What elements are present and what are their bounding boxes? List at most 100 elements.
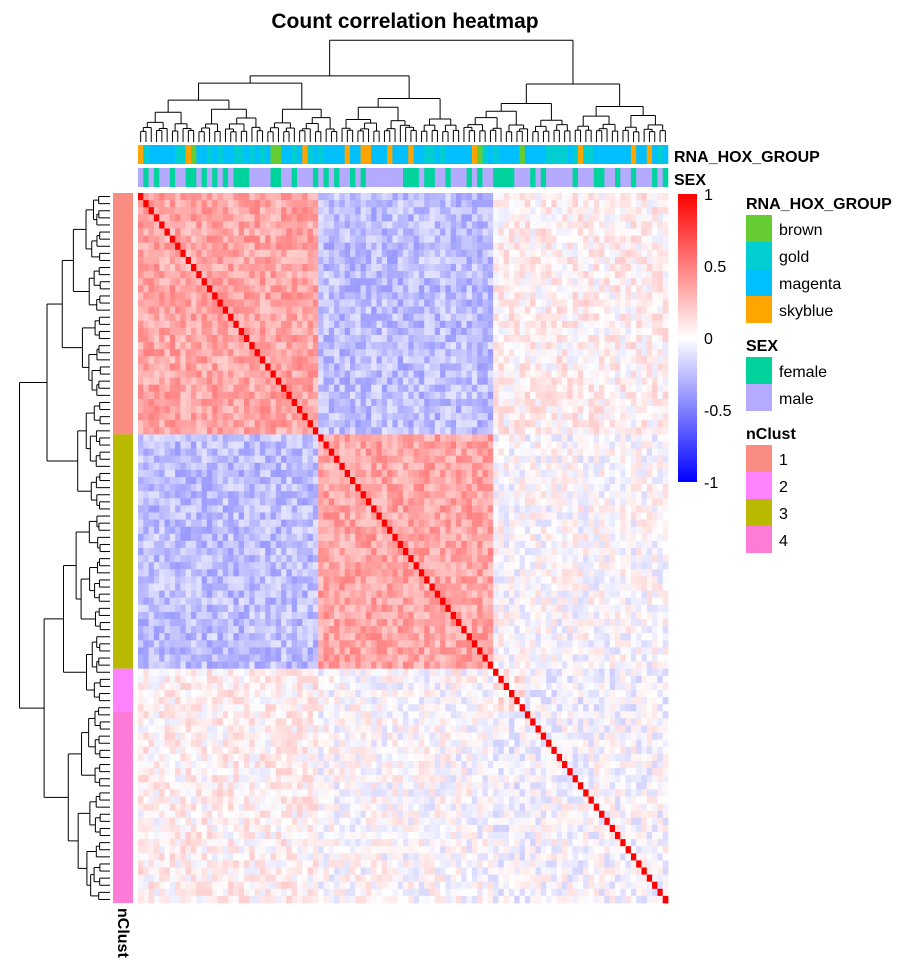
heatmap-cell: [445, 278, 452, 286]
heatmap-cell: [615, 484, 621, 492]
heatmap-cell: [323, 427, 330, 435]
heatmap-cell: [652, 420, 658, 428]
heatmap-cell: [519, 271, 526, 279]
heatmap-cell: [477, 299, 483, 307]
heatmap-cell: [461, 228, 467, 236]
heatmap-cell: [355, 427, 361, 435]
heatmap-cell: [657, 264, 664, 272]
heatmap-cell: [514, 242, 520, 251]
heatmap-cell: [365, 363, 372, 371]
heatmap-cell: [599, 434, 605, 442]
heatmap-cell: [206, 491, 213, 499]
heatmap-cell: [662, 377, 669, 386]
heatmap-cell: [524, 505, 531, 513]
heatmap-cell: [662, 363, 669, 371]
heatmap-cell: [546, 256, 552, 265]
heatmap-cell: [365, 491, 372, 499]
heatmap-cell: [318, 484, 324, 492]
heatmap-cell: [307, 491, 314, 499]
heatmap-cell: [434, 235, 441, 244]
heatmap-cell: [328, 342, 335, 350]
heatmap-cell: [509, 228, 515, 236]
heatmap-cell: [143, 356, 149, 364]
heatmap-cell: [164, 406, 171, 414]
heatmap-cell: [450, 306, 457, 315]
heatmap-cell: [487, 370, 494, 378]
heatmap-cell: [588, 391, 595, 400]
heatmap-cell: [302, 398, 308, 407]
heatmap-cell: [593, 221, 600, 229]
heatmap-cell: [493, 363, 499, 371]
heatmap-cell: [413, 448, 420, 457]
heatmap-cell: [546, 413, 552, 421]
heatmap-cell: [159, 469, 165, 478]
heatmap-cell: [350, 398, 356, 407]
heatmap-cell: [535, 342, 542, 350]
heatmap-cell: [365, 477, 372, 485]
heatmap-cell: [604, 264, 611, 272]
heatmap-cell: [212, 356, 218, 364]
heatmap-cell: [530, 242, 536, 251]
heatmap-cell: [344, 200, 351, 208]
heatmap-cell: [175, 221, 181, 229]
heatmap-cell: [275, 264, 282, 272]
heatmap-cell: [387, 278, 393, 286]
heatmap-cell: [286, 462, 293, 471]
heatmap-cell: [577, 533, 584, 542]
heatmap-cell: [196, 207, 202, 215]
heatmap-cell: [519, 285, 526, 293]
heatmap-cell: [180, 327, 187, 336]
heatmap-cell: [567, 448, 573, 457]
heatmap-cell: [535, 462, 542, 471]
heatmap-cell: [471, 512, 478, 520]
heatmap-cell: [360, 533, 367, 542]
heatmap-cell: [397, 384, 404, 393]
heatmap-cell: [530, 526, 536, 535]
heatmap-cell: [413, 306, 420, 315]
heatmap-cell: [609, 406, 616, 414]
heatmap-cell: [514, 271, 520, 279]
heatmap-cell: [535, 292, 542, 300]
heatmap-cell: [185, 377, 192, 386]
heatmap-cell: [159, 505, 165, 513]
heatmap-cell: [222, 327, 229, 336]
heatmap-cell: [514, 469, 520, 478]
heatmap-cell: [620, 469, 626, 478]
heatmap-cell: [169, 505, 176, 513]
heatmap-cell: [233, 207, 240, 215]
heatmap-cell: [323, 320, 330, 329]
heatmap-cell: [646, 207, 653, 215]
heatmap-cell: [636, 512, 642, 520]
heatmap-cell: [233, 271, 240, 279]
heatmap-cell: [206, 377, 213, 386]
heatmap-cell: [328, 498, 335, 506]
heatmap-cell: [572, 540, 579, 549]
heatmap-cell: [535, 207, 542, 215]
heatmap-cell: [466, 228, 473, 236]
heatmap-cell: [424, 477, 430, 485]
heatmap-cell: [662, 349, 669, 357]
heatmap-cell: [217, 398, 224, 407]
heatmap-cell: [212, 327, 218, 336]
heatmap-cell: [424, 498, 430, 506]
heatmap-cell: [238, 406, 245, 414]
heatmap-cell: [376, 193, 383, 201]
heatmap-cell: [588, 491, 595, 499]
heatmap-cell: [392, 519, 399, 528]
heatmap-cell: [572, 335, 579, 343]
heatmap-cell: [620, 505, 626, 513]
heatmap-cell: [212, 462, 218, 471]
heatmap-cell: [191, 427, 197, 435]
heatmap-cell: [328, 505, 335, 513]
heatmap-cell: [392, 242, 399, 251]
heatmap-cell: [365, 221, 372, 229]
heatmap-cell: [615, 363, 621, 371]
heatmap-cell: [403, 505, 409, 513]
heatmap-cell: [493, 420, 499, 428]
heatmap-cell: [493, 235, 499, 244]
heatmap-cell: [297, 264, 303, 272]
heatmap-cell: [625, 256, 632, 265]
heatmap-cell: [371, 498, 377, 506]
heatmap-cell: [482, 377, 489, 386]
heatmap-cell: [625, 427, 632, 435]
